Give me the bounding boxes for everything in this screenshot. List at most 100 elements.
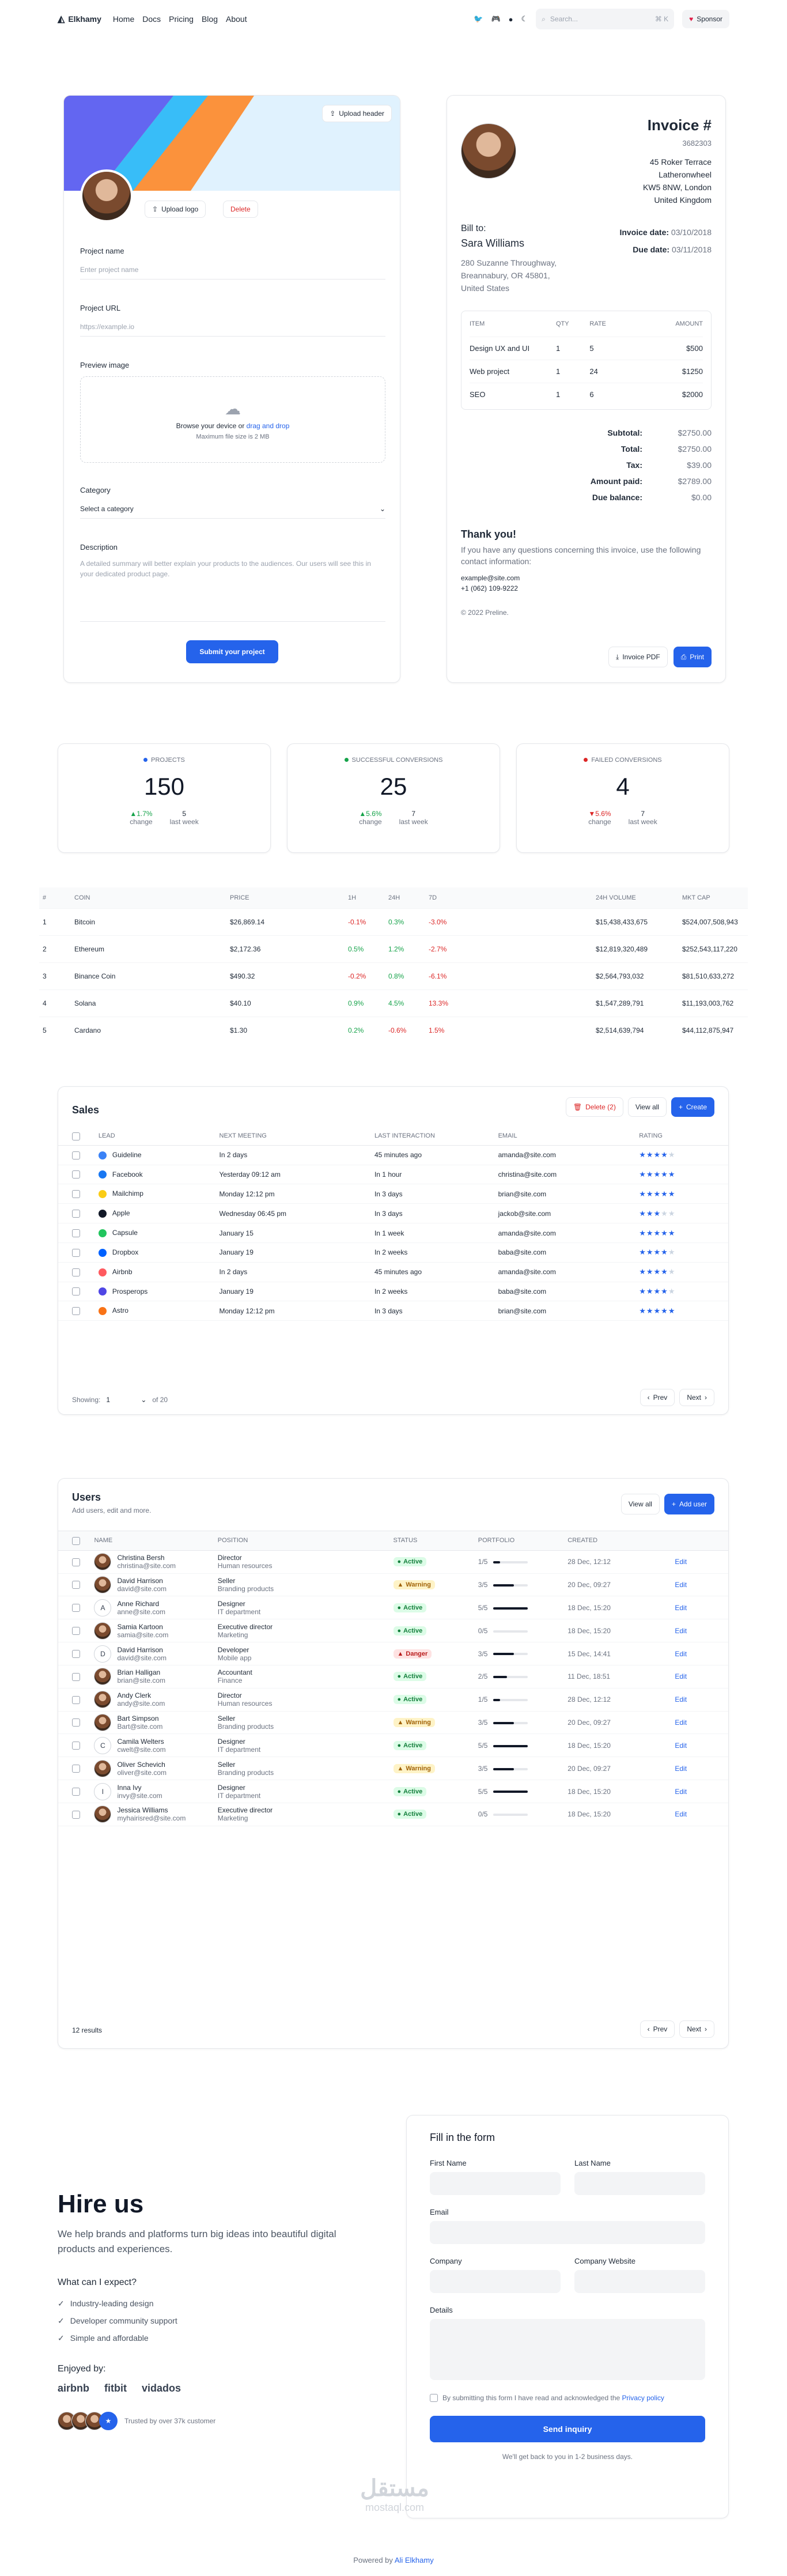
email-input[interactable] — [430, 2221, 705, 2244]
table-row[interactable]: Astro Monday 12:12 pm In 3 days brian@site.… — [58, 1301, 728, 1321]
create-button[interactable]: + Create — [671, 1097, 714, 1117]
row-checkbox[interactable] — [72, 1787, 80, 1796]
table-row[interactable]: 4 Solana $40.10 0.9% 4.5% 13.3% $1,547,289,791… — [39, 989, 748, 1017]
row-checkbox[interactable] — [72, 1170, 80, 1179]
nav-link-blog[interactable]: Blog — [201, 14, 218, 24]
row-checkbox[interactable] — [72, 1695, 80, 1704]
edit-link[interactable]: Edit — [675, 1695, 687, 1704]
row-checkbox[interactable] — [72, 1604, 80, 1612]
edit-link[interactable]: Edit — [675, 1672, 687, 1681]
row-checkbox[interactable] — [72, 1307, 80, 1316]
dark-mode-icon[interactable]: ☾ — [521, 14, 528, 23]
table-row[interactable]: Brian Halligan brian@site.com Accountant Fi… — [58, 1665, 728, 1689]
select-all-checkbox[interactable] — [72, 1536, 80, 1545]
edit-link[interactable]: Edit — [675, 1603, 687, 1612]
table-row[interactable]: 1 Bitcoin $26,869.14 -0.1% 0.3% -3.0% $15,438,… — [39, 908, 748, 936]
sales-view-all-button[interactable]: View all — [627, 1097, 667, 1117]
delete-selected-button[interactable]: 🗑 Delete (2) — [565, 1097, 623, 1117]
row-checkbox[interactable] — [72, 1672, 80, 1681]
page-size-select[interactable]: 1 ⌄ — [106, 1396, 147, 1404]
row-checkbox[interactable] — [72, 1810, 80, 1819]
project-url-input[interactable]: https://example.io — [80, 317, 385, 337]
row-checkbox[interactable] — [72, 1248, 80, 1257]
author-link[interactable]: Ali Elkhamy — [394, 2556, 434, 2564]
row-checkbox[interactable] — [72, 1558, 80, 1566]
table-row[interactable]: 2 Ethereum $2,172.36 0.5% 1.2% -2.7% $12,819,3… — [39, 935, 748, 963]
consent-checkbox[interactable] — [430, 2394, 438, 2402]
edit-link[interactable]: Edit — [675, 1626, 687, 1635]
github-icon[interactable]: ● — [508, 14, 513, 24]
row-checkbox[interactable] — [72, 1287, 80, 1296]
select-all-checkbox[interactable] — [72, 1132, 80, 1140]
privacy-link[interactable]: Privacy policy — [622, 2394, 664, 2402]
first-name-input[interactable] — [430, 2172, 561, 2195]
table-row[interactable]: Andy Clerk andy@site.com Director Human res… — [58, 1688, 728, 1712]
delete-logo-button[interactable]: Delete — [223, 201, 258, 218]
drag-drop-link[interactable]: drag and drop — [246, 421, 290, 430]
add-user-button[interactable]: + Add user — [664, 1494, 714, 1514]
row-checkbox[interactable] — [72, 1742, 80, 1750]
row-checkbox[interactable] — [72, 1151, 80, 1159]
nav-link-pricing[interactable]: Pricing — [169, 14, 194, 24]
table-row[interactable]: 5 Cardano $1.30 0.2% -0.6% 1.5% $2,514,639,794… — [39, 1017, 748, 1044]
table-row[interactable]: Airbnb In 2 days 45 minutes ago amanda@site… — [58, 1262, 728, 1282]
row-checkbox[interactable] — [72, 1268, 80, 1276]
table-row[interactable]: Guideline In 2 days 45 minutes ago amanda@s… — [58, 1145, 728, 1165]
row-checkbox[interactable] — [72, 1210, 80, 1218]
upload-logo-button[interactable]: ⇪ Upload logo — [145, 201, 206, 218]
row-checkbox[interactable] — [72, 1718, 80, 1727]
submit-project-button[interactable]: Submit your project — [186, 640, 278, 663]
upload-header-button[interactable]: ⇪ Upload header — [322, 105, 392, 122]
edit-link[interactable]: Edit — [675, 1741, 687, 1750]
sales-next-button[interactable]: Next › — [679, 1389, 714, 1406]
row-checkbox[interactable] — [72, 1627, 80, 1636]
invoice-pdf-button[interactable]: ⤓ Invoice PDF — [608, 647, 668, 667]
table-row[interactable]: C Camila Welters cwelt@site.com Designer IT … — [58, 1734, 728, 1757]
nav-link-home[interactable]: Home — [112, 14, 135, 24]
table-row[interactable]: A Anne Richard anne@site.com Designer IT dep… — [58, 1596, 728, 1619]
table-row[interactable]: Jessica Williams myhairisred@site.com Exec… — [58, 1803, 728, 1826]
edit-link[interactable]: Edit — [675, 1810, 687, 1819]
category-select[interactable]: Select a category ⌄ — [80, 499, 385, 519]
sales-prev-button[interactable]: ‹ Prev — [640, 1389, 675, 1406]
table-row[interactable]: Apple Wednesday 06:45 pm In 3 days jackob@s… — [58, 1204, 728, 1223]
row-checkbox[interactable] — [72, 1581, 80, 1589]
details-textarea[interactable] — [430, 2319, 705, 2380]
table-row[interactable]: David Harrison david@site.com Seller Brandi… — [58, 1573, 728, 1596]
search-input[interactable]: ⌕ Search... ⌘ K — [536, 9, 675, 29]
nav-link-about[interactable]: About — [226, 14, 247, 24]
last-name-input[interactable] — [574, 2172, 705, 2195]
description-textarea[interactable]: A detailed summary will better explain y… — [80, 558, 385, 622]
table-row[interactable]: I Inna Ivy invy@site.com Designer IT departm… — [58, 1780, 728, 1803]
table-row[interactable]: Christina Bersh christina@site.com Directo… — [58, 1550, 728, 1574]
table-row[interactable]: Samia Kartoon samia@site.com Executive dir… — [58, 1619, 728, 1642]
row-checkbox[interactable] — [72, 1190, 80, 1199]
edit-link[interactable]: Edit — [675, 1558, 687, 1566]
table-row[interactable]: Prosperops January 19 In 2 weeks baba@site.… — [58, 1282, 728, 1301]
users-next-button[interactable]: Next › — [679, 2020, 714, 2038]
table-row[interactable]: Bart Simpson Bart@site.com Seller Branding … — [58, 1711, 728, 1734]
table-row[interactable]: D David Harrison david@site.com Developer Mo… — [58, 1642, 728, 1665]
discord-icon[interactable]: 🎮 — [491, 14, 501, 23]
logo-icon[interactable]: ◭ — [58, 14, 65, 24]
company-input[interactable] — [430, 2270, 561, 2293]
table-row[interactable]: Dropbox January 19 In 2 weeks baba@site.com… — [58, 1242, 728, 1263]
edit-link[interactable]: Edit — [675, 1718, 687, 1727]
dropzone[interactable]: ☁ Browse your device or drag and drop Ma… — [80, 376, 385, 463]
row-checkbox[interactable] — [72, 1765, 80, 1773]
sponsor-button[interactable]: ♥ Sponsor — [682, 10, 729, 28]
nav-link-docs[interactable]: Docs — [142, 14, 161, 24]
edit-link[interactable]: Edit — [675, 1764, 687, 1773]
row-checkbox[interactable] — [72, 1229, 80, 1237]
edit-link[interactable]: Edit — [675, 1581, 687, 1589]
table-row[interactable]: Facebook Yesterday 09:12 am In 1 hour chris… — [58, 1165, 728, 1184]
table-row[interactable]: Capsule January 15 In 1 week amanda@site.co… — [58, 1223, 728, 1243]
table-row[interactable]: Mailchimp Monday 12:12 pm In 3 days brian@s… — [58, 1184, 728, 1204]
users-view-all-button[interactable]: View all — [620, 1494, 660, 1514]
send-inquiry-button[interactable]: Send inquiry — [430, 2416, 705, 2442]
twitter-icon[interactable]: 🐦 — [474, 14, 483, 23]
row-checkbox[interactable] — [72, 1649, 80, 1658]
edit-link[interactable]: Edit — [675, 1787, 687, 1796]
website-input[interactable] — [574, 2270, 705, 2293]
brand-name[interactable]: Elkhamy — [68, 14, 101, 24]
